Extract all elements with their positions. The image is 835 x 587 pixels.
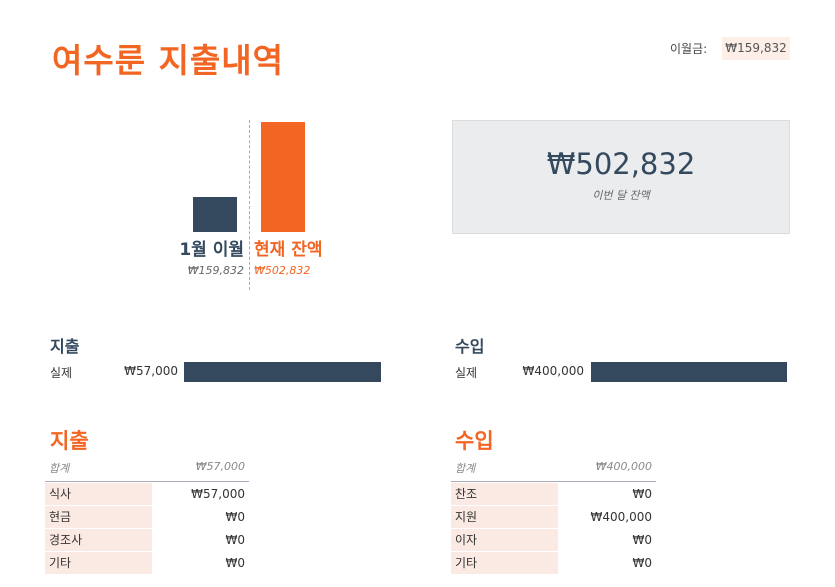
category-label: 1월 이월 [179,240,244,260]
total-row: 합계 ₩57,000 [45,458,249,482]
row-value: ₩0 [632,556,653,570]
carryover-value: ₩159,832 [722,37,790,60]
total-label: 합계 [455,462,476,475]
expense-actual-bar [184,362,381,382]
balance-amount: ₩502,832 [546,147,696,181]
income-summary-title: 수입 [455,337,485,356]
carryover-label: 이월금: [670,42,708,56]
total-row: 합계 ₩400,000 [451,458,656,482]
bar-carryover [193,197,237,232]
row-value: ₩0 [225,533,246,547]
income-actual-bar [591,362,787,382]
table-row: 기타 ₩0 [451,552,656,574]
row-label: 찬조 [451,483,558,505]
row-value: ₩0 [225,510,246,524]
row-label: 기타 [451,552,558,574]
row-label: 식사 [45,483,152,505]
row-label: 현금 [45,506,152,528]
table-row: 현금 ₩0 [45,506,249,528]
table-row: 기타 ₩0 [45,552,249,574]
table-row: 지원 ₩400,000 [451,506,656,528]
total-value: ₩57,000 [195,460,245,473]
income-table-title: 수입 [455,429,494,453]
expense-summary-title: 지출 [50,337,80,356]
expense-table: 합계 ₩57,000 식사 ₩57,000 현금 ₩0 경조사 ₩0 기타 ₩0 [45,458,249,574]
table-row: 이자 ₩0 [451,529,656,551]
row-label: 이자 [451,529,558,551]
row-value: ₩0 [225,556,246,570]
income-actual-value: ₩400,000 [522,364,585,378]
total-label: 합계 [49,462,70,475]
row-value: ₩400,000 [590,510,653,524]
table-row: 경조사 ₩0 [45,529,249,551]
row-value: ₩0 [632,487,653,501]
row-label: 지원 [451,506,558,528]
row-value: ₩0 [632,533,653,547]
category-label: 현재 잔액 [254,240,323,260]
chart-divider [249,120,250,290]
expense-actual-value: ₩57,000 [124,364,178,378]
row-label: 경조사 [45,529,152,551]
data-label: ₩502,832 [254,264,311,277]
total-value: ₩400,000 [595,460,652,473]
row-label: 기타 [45,552,152,574]
income-actual-label: 실제 [455,366,478,380]
row-value: ₩57,000 [191,487,245,501]
bar-current-balance [261,122,305,232]
table-row: 찬조 ₩0 [451,483,656,505]
data-label: ₩159,832 [187,264,244,277]
page-title: 여수룬 지출내역 [52,41,285,80]
income-table: 합계 ₩400,000 찬조 ₩0 지원 ₩400,000 이자 ₩0 기타 ₩0 [451,458,656,574]
expense-table-title: 지출 [50,429,89,453]
table-row: 식사 ₩57,000 [45,483,249,505]
balance-label: 이번 달 잔액 [592,189,650,202]
expense-actual-label: 실제 [50,366,73,380]
balance-card: ₩502,832 이번 달 잔액 [452,120,790,234]
